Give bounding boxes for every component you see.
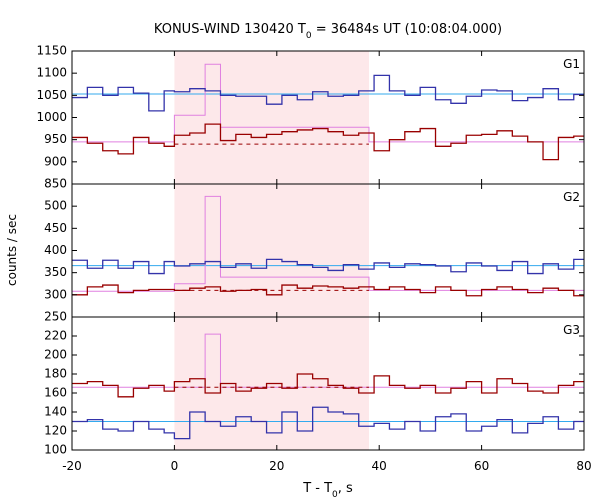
x-tick-label: 20	[269, 459, 284, 473]
x-tick-label: -20	[62, 459, 82, 473]
y-tick-label: 350	[44, 265, 67, 279]
x-tick-label: 80	[576, 459, 591, 473]
y-tick-label: 950	[44, 132, 67, 146]
x-tick-label: 60	[474, 459, 489, 473]
y-tick-label: 160	[44, 386, 67, 400]
model-step-g1	[72, 63, 584, 143]
y-tick-label: 200	[44, 348, 67, 362]
chart-title: KONUS-WIND 130420 T0 = 36484s UT (10:08:…	[154, 22, 502, 41]
y-tick-label: 140	[44, 405, 67, 419]
red-series-g3	[72, 373, 584, 398]
plot-layer: 8509009501000105011001150G12503003504004…	[36, 44, 591, 474]
y-tick-label: 250	[44, 310, 67, 324]
y-tick-label: 120	[44, 424, 67, 438]
y-tick-label: 850	[44, 177, 67, 191]
x-axis-label-suffix: , s	[338, 481, 353, 496]
chart-title-suffix: = 36484s UT (10:08:04.000)	[312, 22, 502, 37]
chart-title-sub: 0	[306, 31, 312, 41]
y-tick-label: 220	[44, 329, 67, 343]
blue-series-g1	[72, 74, 584, 112]
panel-label-g1: G1	[563, 57, 580, 71]
x-tick-label: 0	[171, 459, 179, 473]
y-tick-label: 100	[44, 443, 67, 457]
model-step-g2	[72, 195, 584, 292]
blue-series-g2	[72, 258, 584, 275]
panel-label-g3: G3	[563, 323, 580, 337]
x-axis-label-sub: 0	[332, 490, 338, 500]
y-tick-label: 450	[44, 221, 67, 235]
y-axis-label: counts / sec	[5, 214, 19, 286]
y-tick-label: 1050	[36, 88, 67, 102]
red-series-g1	[72, 123, 584, 161]
red-series-g2	[72, 284, 584, 297]
y-tick-label: 900	[44, 154, 67, 168]
blue-series-g3	[72, 406, 584, 440]
shaded-interval	[174, 51, 369, 450]
y-tick-label: 1150	[36, 44, 67, 58]
y-tick-label: 500	[44, 199, 67, 213]
y-tick-label: 180	[44, 367, 67, 381]
x-tick-label: 40	[372, 459, 387, 473]
y-tick-label: 1100	[36, 66, 67, 80]
panel-label-g2: G2	[563, 190, 580, 204]
x-axis-label: T - T0, s	[302, 481, 353, 500]
chart-title-prefix: KONUS-WIND 130420 T	[154, 22, 306, 37]
y-tick-label: 300	[44, 287, 67, 301]
y-tick-label: 1000	[36, 110, 67, 124]
x-axis-label-prefix: T - T	[302, 481, 332, 496]
y-tick-label: 400	[44, 243, 67, 257]
panel-frame-g3	[71, 316, 585, 451]
